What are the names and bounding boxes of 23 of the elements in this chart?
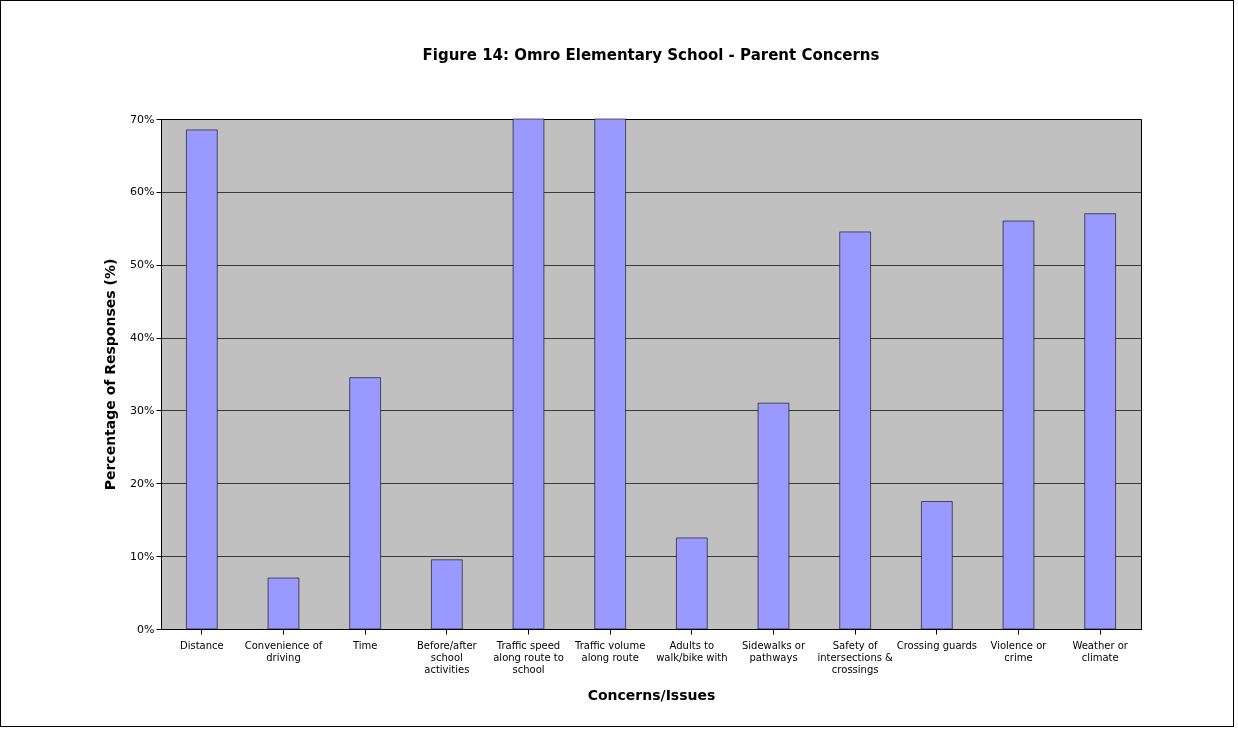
x-tick-label: Violence or crime — [990, 639, 1048, 663]
y-tick-label: 70% — [130, 112, 155, 126]
x-tick-label: Traffic speed along route to school — [493, 639, 564, 675]
y-tick-label: 60% — [130, 185, 155, 199]
x-axis-title: Concerns/Issues — [587, 686, 716, 703]
y-tick-label: 40% — [130, 331, 155, 345]
y-tick-label: 50% — [130, 258, 155, 272]
y-tick-label: 10% — [130, 549, 155, 563]
x-tick-label: Traffic volume along route — [574, 639, 646, 663]
x-tick-label: Time — [351, 639, 378, 651]
chart-title: Figure 14: Omro Elementary School - Parent Concerns — [422, 46, 880, 64]
x-tick-label: Weather or climate — [1072, 639, 1129, 663]
y-tick-label: 0% — [137, 622, 155, 636]
y-tick-label: 30% — [130, 403, 155, 417]
x-tick-label: Crossing guards — [896, 639, 978, 651]
x-tick-label: Distance — [179, 639, 224, 651]
x-tick-label: Before/after school activities — [416, 639, 478, 675]
y-axis-title: Percentage of Responses (%) — [102, 258, 119, 491]
x-tick-label: Adults to walk/bike with — [656, 639, 728, 663]
y-tick-label: 20% — [130, 476, 155, 490]
x-tick-label: Safety of intersections & crossings — [817, 639, 894, 675]
x-tick-label: Sidewalks or pathways — [741, 639, 806, 663]
x-tick-label: Convenience of driving — [244, 639, 323, 663]
